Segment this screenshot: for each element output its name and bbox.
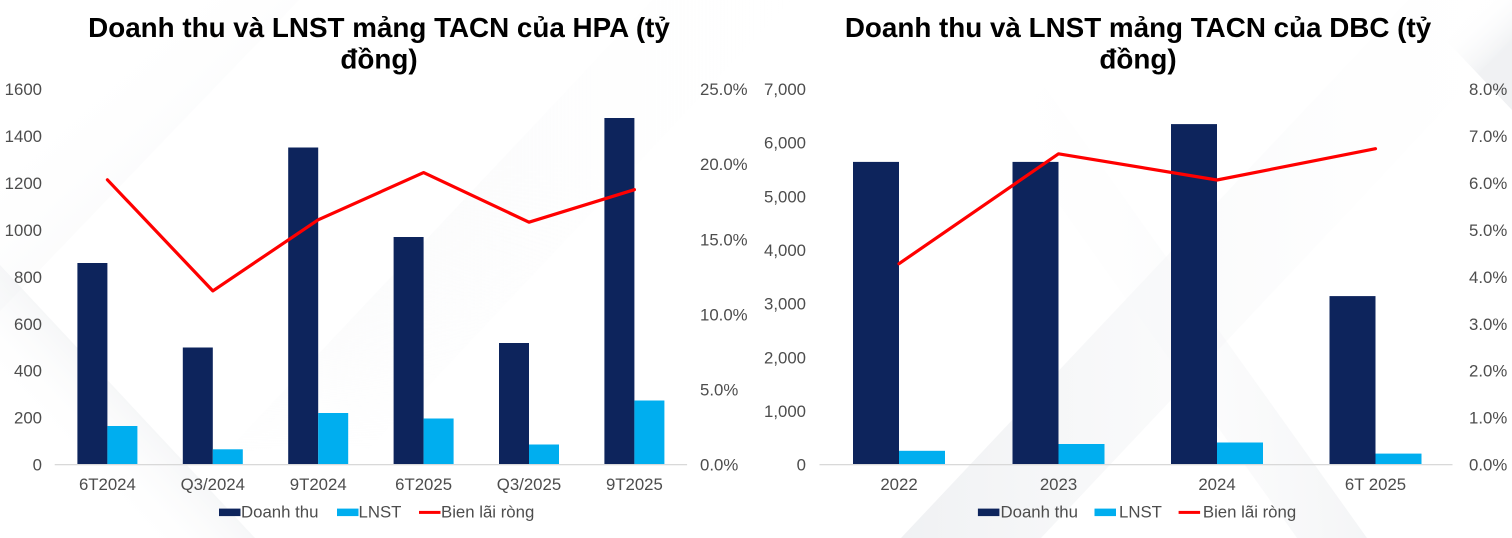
svg-text:Doanh thu: Doanh thu	[1001, 503, 1078, 522]
svg-text:Bien lãi ròng: Bien lãi ròng	[1203, 503, 1296, 522]
svg-text:400: 400	[14, 362, 42, 381]
svg-text:0: 0	[33, 456, 42, 475]
svg-text:Doanh thu và LNST mảng TACN củ: Doanh thu và LNST mảng TACN của DBC (tỷ	[845, 12, 1432, 43]
svg-text:5,000: 5,000	[764, 187, 806, 206]
svg-text:5.0%: 5.0%	[700, 381, 738, 400]
svg-text:0: 0	[797, 456, 806, 475]
svg-text:7,000: 7,000	[764, 80, 806, 99]
svg-text:1200: 1200	[5, 174, 42, 193]
svg-text:0.0%: 0.0%	[1469, 456, 1507, 475]
svg-text:1000: 1000	[5, 221, 42, 240]
svg-text:600: 600	[14, 315, 42, 334]
svg-text:LNST: LNST	[359, 503, 402, 522]
svg-text:200: 200	[14, 409, 42, 428]
svg-text:5.0%: 5.0%	[1469, 221, 1507, 240]
svg-text:6T 2025: 6T 2025	[1345, 475, 1406, 494]
svg-text:20.0%: 20.0%	[700, 155, 748, 174]
svg-text:Doanh thu: Doanh thu	[241, 503, 318, 522]
svg-text:1,000: 1,000	[764, 402, 806, 421]
svg-text:25.0%: 25.0%	[700, 80, 748, 99]
svg-text:6T2025: 6T2025	[395, 475, 452, 494]
svg-text:3,000: 3,000	[764, 295, 806, 314]
svg-text:1.0%: 1.0%	[1469, 409, 1507, 428]
svg-text:6,000: 6,000	[764, 134, 806, 153]
svg-text:2023: 2023	[1040, 475, 1077, 494]
svg-text:10.0%: 10.0%	[700, 305, 748, 324]
svg-text:6.0%: 6.0%	[1469, 174, 1507, 193]
svg-text:15.0%: 15.0%	[700, 230, 748, 249]
svg-text:1400: 1400	[5, 127, 42, 146]
svg-text:2024: 2024	[1198, 475, 1235, 494]
svg-text:2,000: 2,000	[764, 348, 806, 367]
svg-text:Q3/2025: Q3/2025	[497, 475, 561, 494]
svg-text:9T2025: 9T2025	[606, 475, 663, 494]
svg-text:4,000: 4,000	[764, 241, 806, 260]
svg-text:8.0%: 8.0%	[1469, 80, 1507, 99]
svg-text:đồng): đồng)	[1099, 43, 1176, 74]
svg-text:4.0%: 4.0%	[1469, 268, 1507, 287]
svg-text:đồng): đồng)	[340, 43, 417, 74]
svg-text:3.0%: 3.0%	[1469, 315, 1507, 334]
svg-text:Doanh thu và LNST mảng TACN củ: Doanh thu và LNST mảng TACN của HPA (tỷ	[88, 12, 670, 43]
svg-text:1600: 1600	[5, 80, 42, 99]
svg-text:800: 800	[14, 268, 42, 287]
svg-text:Q3/2024: Q3/2024	[181, 475, 245, 494]
svg-text:7.0%: 7.0%	[1469, 127, 1507, 146]
svg-text:Bien lãi ròng: Bien lãi ròng	[441, 503, 534, 522]
svg-text:LNST: LNST	[1119, 503, 1162, 522]
svg-text:2022: 2022	[880, 475, 917, 494]
svg-text:9T2024: 9T2024	[290, 475, 347, 494]
svg-text:6T2024: 6T2024	[79, 475, 136, 494]
svg-text:0.0%: 0.0%	[700, 456, 738, 475]
svg-text:2.0%: 2.0%	[1469, 362, 1507, 381]
